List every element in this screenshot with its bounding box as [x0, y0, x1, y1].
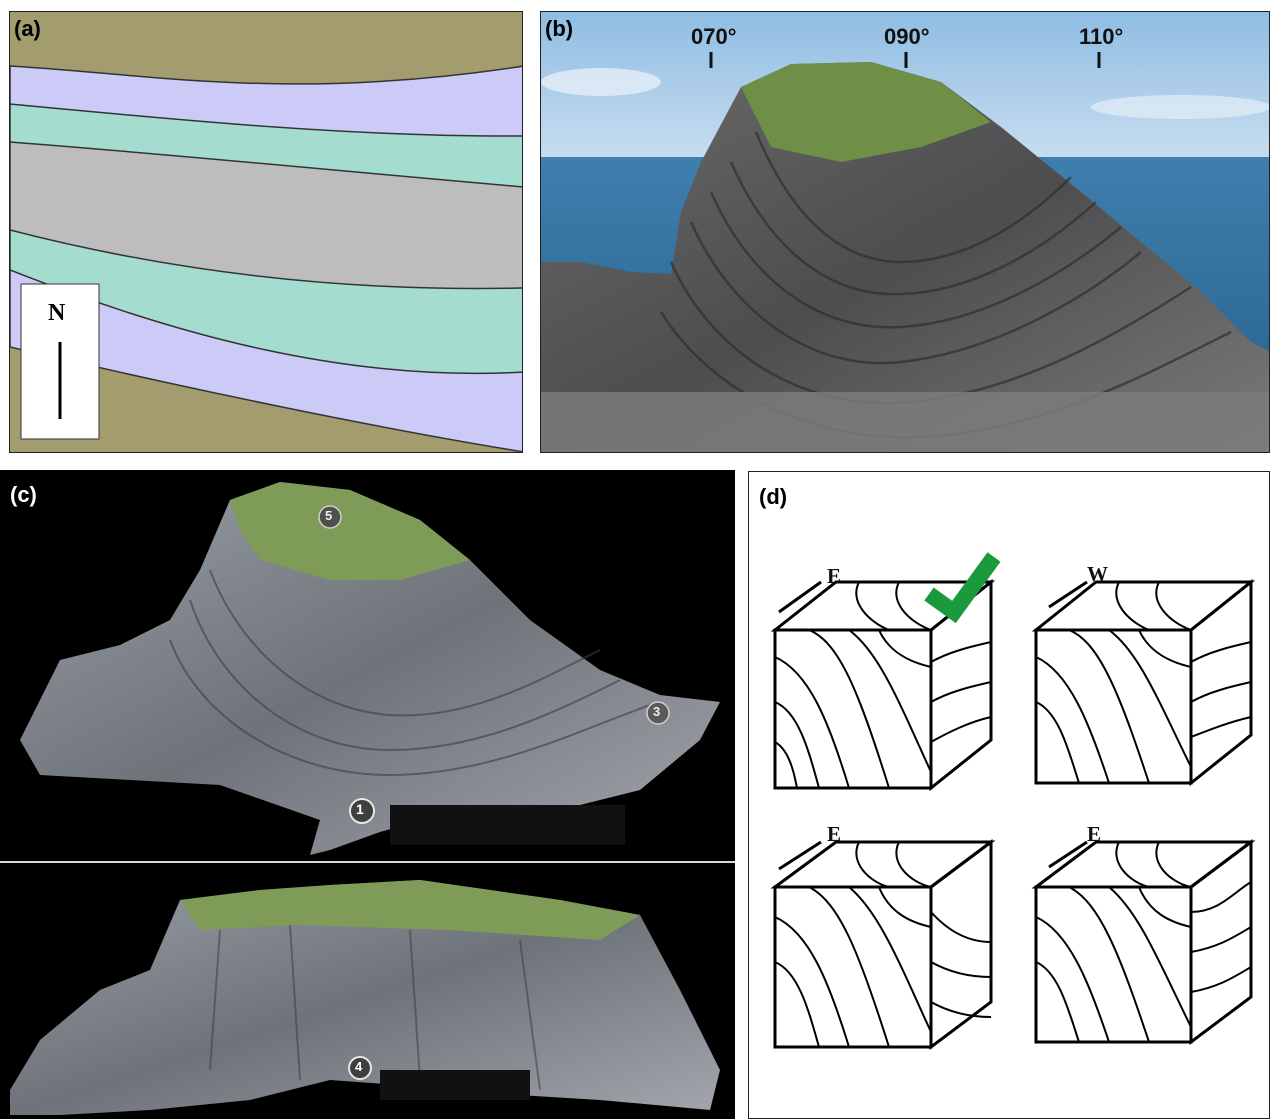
- model-upper-grass: [230, 482, 470, 580]
- bearing-070: 070°: [691, 24, 737, 49]
- block-diagrams-svg: [770, 552, 1256, 1050]
- panel-a-geologic-map: (a) N: [9, 11, 523, 453]
- marker-5-label: 5: [325, 508, 333, 523]
- cube-2-direction: W: [1087, 562, 1108, 586]
- model-lower-masked-area: [380, 1070, 530, 1100]
- marker-5: [318, 505, 342, 529]
- cube-1: [770, 578, 996, 792]
- sea-stack-photo: [541, 12, 1269, 452]
- panel-b-photo: (b) 070° 090° 110°: [540, 11, 1270, 453]
- bearing-110: 110°: [1079, 24, 1124, 49]
- grass-cap: [741, 62, 991, 162]
- marker-3-label: 3: [653, 704, 661, 719]
- panel-c-label: (c): [10, 482, 37, 507]
- model-lower-rock: [10, 880, 720, 1115]
- panel-a-label: (a): [14, 16, 41, 41]
- cube-1-direction: E: [827, 564, 842, 588]
- bearing-090: 090°: [884, 24, 930, 49]
- marker-3: [646, 701, 670, 725]
- panel-d-label: (d): [759, 484, 788, 509]
- cube-3: [770, 839, 996, 1050]
- check-mark-icon: [924, 552, 1001, 624]
- map-gray-unit: [10, 141, 522, 290]
- model-upper-masked-area: [390, 805, 625, 845]
- rock-mass: [541, 62, 1269, 452]
- marker-1-label: 1: [356, 801, 364, 817]
- model-views: [0, 482, 735, 1115]
- map-layers: [10, 12, 522, 452]
- panel-c-3d-model: (c) 5 1 3 4: [0, 470, 735, 1119]
- cube-4-direction: E: [1087, 822, 1102, 846]
- cube-4: [1031, 839, 1256, 1045]
- marker-4: [348, 1056, 372, 1080]
- marker-1: [349, 798, 375, 824]
- cube-3-direction: E: [827, 822, 842, 846]
- marker-4-label: 4: [355, 1059, 363, 1074]
- model-upper-rock: [20, 482, 720, 855]
- panel-d-block-diagrams: (d) E W E E: [748, 471, 1270, 1119]
- cube-2: [1031, 578, 1256, 787]
- model-lower-grass: [180, 880, 640, 940]
- north-label: N: [48, 300, 66, 326]
- panel-b-label: (b): [545, 16, 574, 41]
